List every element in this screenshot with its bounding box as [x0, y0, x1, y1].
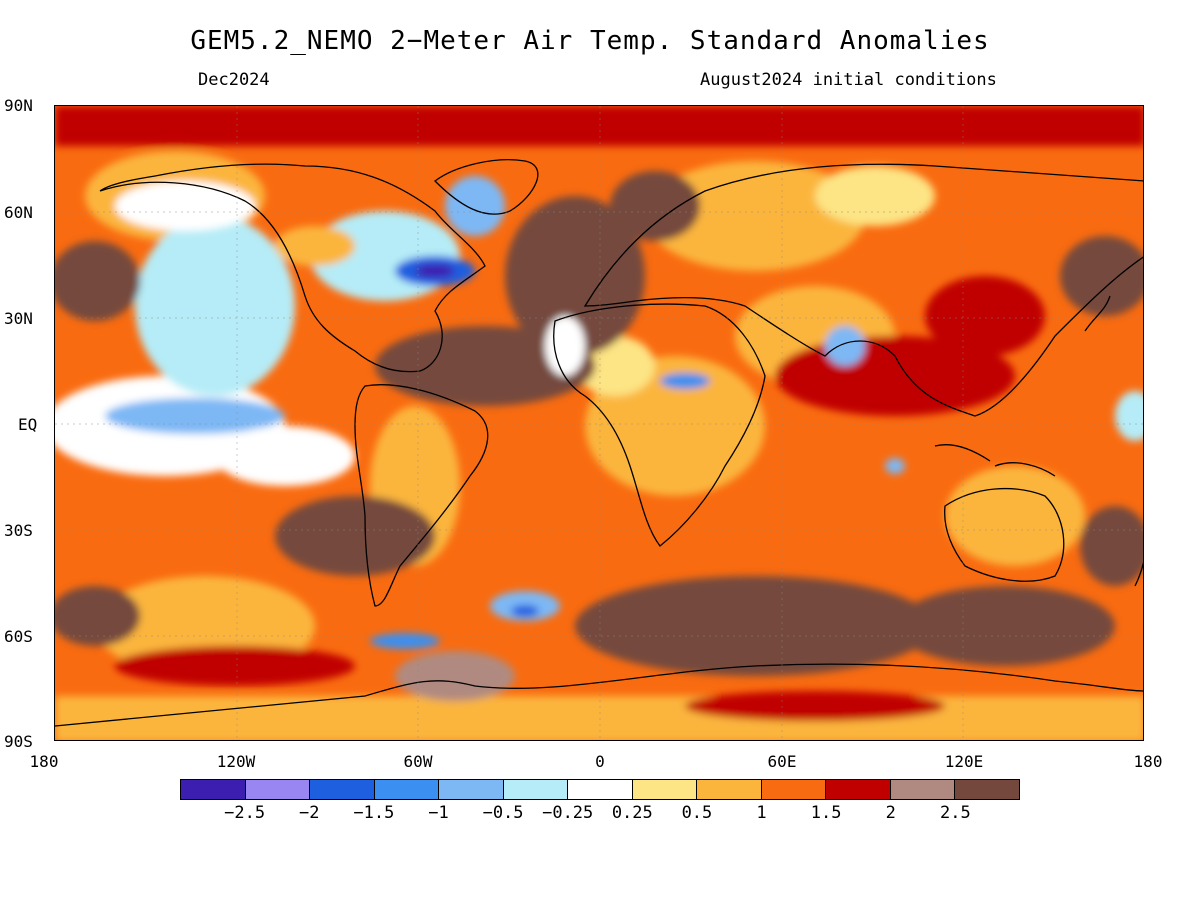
anomaly-map: [54, 105, 1144, 741]
legend-swatch: [245, 780, 311, 799]
lat-label-30s: 30S: [4, 521, 33, 540]
lon-label-180e: 180: [1133, 752, 1163, 771]
lat-label-eq: EQ: [18, 415, 38, 434]
lon-label-0: 0: [595, 752, 605, 771]
lat-label-30n: 30N: [4, 309, 33, 328]
initial-conditions: August2024 initial conditions: [700, 70, 997, 90]
legend-swatch: [826, 780, 891, 799]
legend-label: 0.5: [681, 803, 713, 823]
legend-label: 1.5: [810, 803, 842, 823]
legend-swatch: [632, 780, 698, 799]
legend-label: 1: [756, 803, 767, 823]
lon-label-60w: 60W: [403, 752, 433, 771]
legend-swatch: [181, 780, 246, 799]
legend-swatch: [439, 780, 504, 799]
lon-label-120e: 120E: [944, 752, 984, 771]
legend-swatch: [503, 780, 569, 799]
forecast-month: Dec2024: [198, 70, 270, 90]
legend-swatch: [310, 780, 375, 799]
legend-label: 0.25: [611, 803, 653, 823]
lon-label-120w: 120W: [216, 752, 256, 771]
legend-swatch: [955, 780, 1019, 799]
legend-label: 2: [885, 803, 896, 823]
color-legend: [180, 779, 1020, 800]
lon-label-60e: 60E: [767, 752, 797, 771]
lat-label-60s: 60S: [4, 627, 33, 646]
legend-swatch: [374, 780, 440, 799]
lat-label-90n: 90N: [4, 96, 33, 115]
legend-swatch: [568, 780, 633, 799]
legend-label: −1.5: [353, 803, 395, 823]
lat-label-90s: 90S: [4, 732, 33, 751]
legend-label: 2.5: [940, 803, 971, 823]
legend-label: −0.25: [542, 803, 594, 823]
legend-swatch: [697, 780, 762, 799]
legend-label: −2.5: [224, 803, 266, 823]
legend-swatch: [890, 780, 956, 799]
map-title: GEM5.2_NEMO 2−Meter Air Temp. Standard A…: [190, 26, 990, 56]
lon-label-180w: 180: [29, 752, 59, 771]
legend-label: −1: [428, 803, 449, 823]
lat-label-60n: 60N: [4, 203, 33, 222]
legend-label: −0.5: [482, 803, 524, 823]
legend-swatch: [761, 780, 827, 799]
legend-label: −2: [298, 803, 320, 823]
